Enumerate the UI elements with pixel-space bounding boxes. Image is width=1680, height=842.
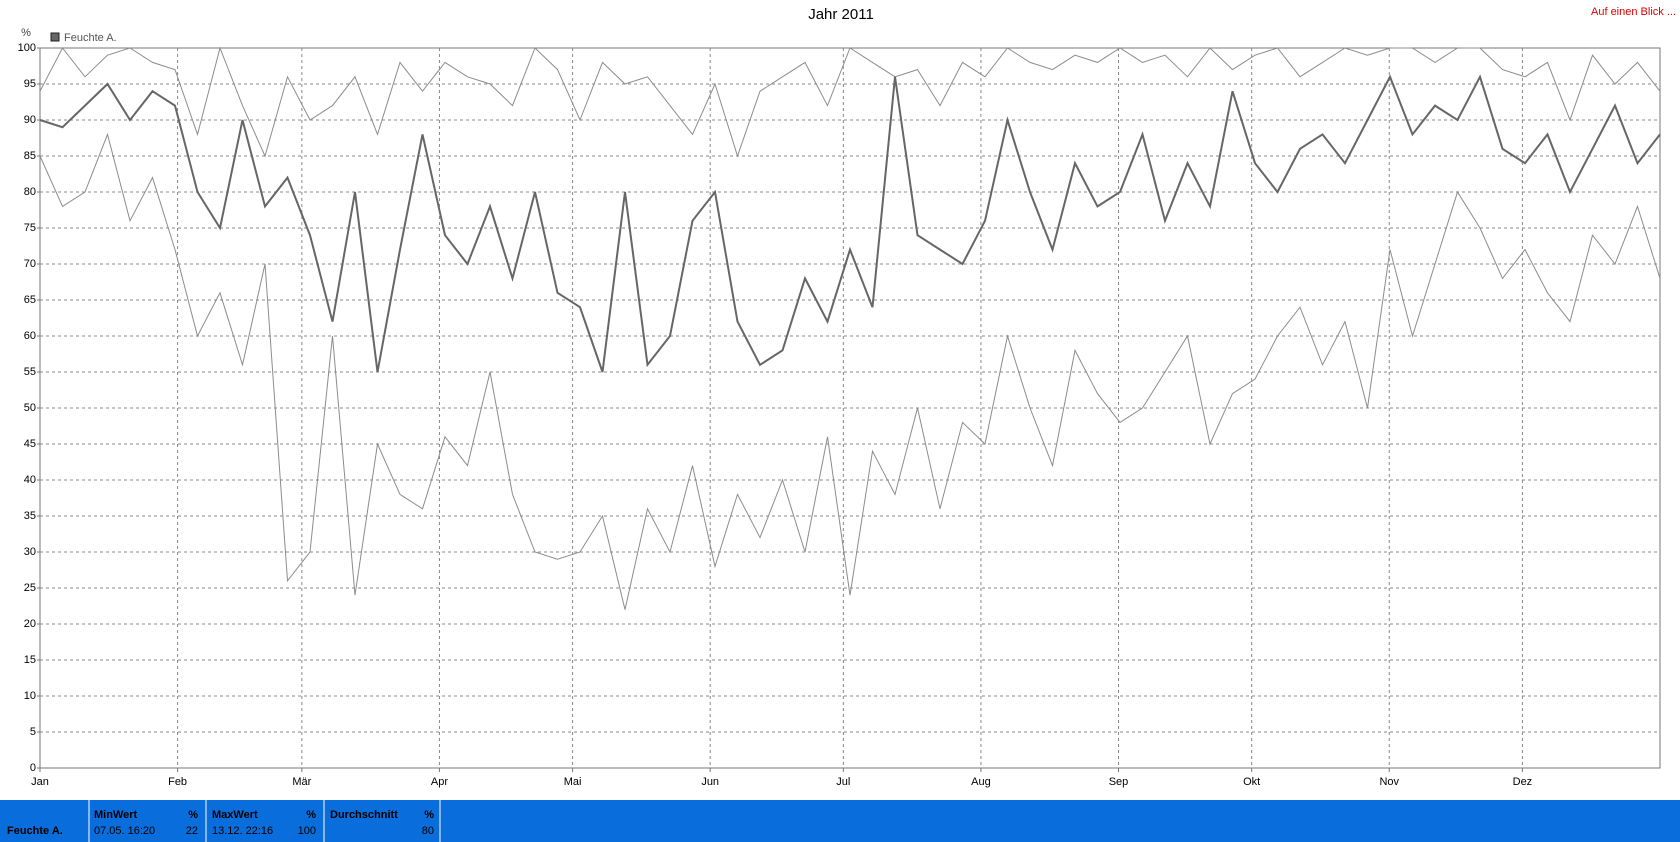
y-tick-label: 50: [24, 402, 36, 414]
x-tick-label: Sep: [1109, 776, 1129, 788]
y-tick-label: 45: [24, 438, 36, 450]
col-header: MaxWert: [212, 809, 258, 821]
col-unit: %: [424, 809, 434, 821]
x-tick-label: Aug: [971, 776, 991, 788]
y-tick-label: 20: [24, 618, 36, 630]
y-tick-label: 85: [24, 150, 36, 162]
col-unit: %: [188, 809, 198, 821]
y-tick-label: 95: [24, 78, 36, 90]
y-tick-label: 80: [24, 186, 36, 198]
x-tick-label: Mär: [292, 776, 311, 788]
summary-background: [0, 800, 1680, 842]
y-axis-label: %: [21, 27, 31, 39]
legend-label: Feuchte A.: [64, 32, 117, 44]
x-tick-label: Dez: [1513, 776, 1533, 788]
summary-bar: Feuchte A. MinWert % 07.05. 16:20 22 Max…: [0, 800, 1680, 842]
x-tick-label: Jul: [836, 776, 850, 788]
y-tick-label: 90: [24, 114, 36, 126]
x-tick-label: Okt: [1243, 776, 1260, 788]
x-tick-label: Mai: [564, 776, 582, 788]
cell-date: 13.12. 22:16: [212, 825, 273, 837]
y-tick-label: 40: [24, 474, 36, 486]
x-tick-label: Jan: [31, 776, 49, 788]
y-tick-label: 70: [24, 258, 36, 270]
y-tick-label: 25: [24, 582, 36, 594]
chart-title: Jahr 2011: [808, 6, 874, 23]
col-unit: %: [306, 809, 316, 821]
y-tick-label: 30: [24, 546, 36, 558]
y-tick-label: 100: [18, 42, 36, 54]
y-tick-label: 55: [24, 366, 36, 378]
y-tick-label: 60: [24, 330, 36, 342]
row-label: Feuchte A.: [7, 825, 63, 837]
range-line: [39, 46, 1661, 158]
cell-date: 07.05. 16:20: [94, 825, 155, 837]
col-header: Durchschnitt: [330, 809, 398, 821]
x-tick-label: Apr: [431, 776, 448, 788]
x-tick-label: Feb: [168, 776, 187, 788]
y-tick-label: 65: [24, 294, 36, 306]
series-line: [39, 74, 1661, 373]
x-tick-label: Jun: [701, 776, 719, 788]
y-tick-label: 10: [24, 690, 36, 702]
x-tick-label: Nov: [1379, 776, 1399, 788]
overview-link[interactable]: Auf einen Blick ...: [1591, 6, 1676, 18]
cell-value: 100: [298, 825, 316, 837]
y-tick-label: 35: [24, 510, 36, 522]
col-header: MinWert: [94, 809, 138, 821]
cell-value: 22: [186, 825, 198, 837]
legend-swatch: [50, 32, 60, 42]
y-tick-label: 5: [30, 726, 36, 738]
y-tick-label: 0: [30, 762, 36, 774]
range-line: [39, 132, 1661, 610]
cell-value: 80: [422, 825, 434, 837]
y-tick-label: 75: [24, 222, 36, 234]
y-tick-label: 15: [24, 654, 36, 666]
